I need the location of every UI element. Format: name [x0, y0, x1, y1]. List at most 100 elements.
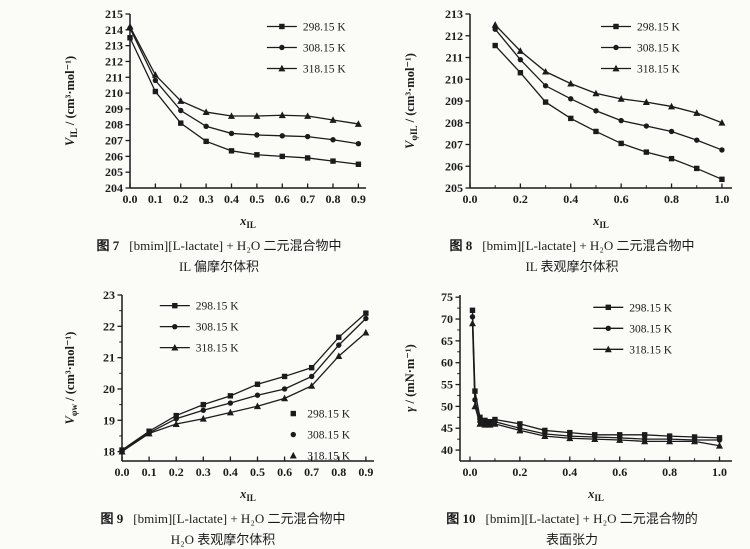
svg-text:215: 215: [105, 7, 123, 21]
svg-text:VIL / (cm³·mol⁻¹): VIL / (cm³·mol⁻¹): [63, 56, 79, 146]
svg-text:xIL: xIL: [239, 487, 256, 503]
figure9-caption: 图 9 [bmim][L-lactate] + H₂O 二元混合物中 H₂O 表观…: [58, 508, 388, 549]
svg-text:40: 40: [441, 443, 453, 457]
svg-text:65: 65: [441, 334, 453, 348]
svg-text:214: 214: [105, 23, 123, 37]
figure9-caption-text: [bmim][L-lactate] + H₂O 二元混合物中: [133, 511, 346, 526]
svg-text:0.0: 0.0: [115, 465, 130, 479]
svg-text:0.4: 0.4: [224, 192, 239, 206]
figure9-caption-label: 图 9: [100, 511, 124, 526]
svg-text:308.15 K: 308.15 K: [307, 430, 351, 442]
svg-text:308.15 K: 308.15 K: [629, 323, 673, 335]
figure10-caption-label: 图 10: [446, 511, 476, 526]
figure7-panel: 204 205 206 207 208 209 210 211 212 213 214 215 0.0 0…: [58, 2, 380, 277]
figure7-caption-label: 图 7: [96, 238, 120, 253]
figure10-caption-line1: 图 10 [bmim][L-lactate] + H₂O 二元混合物的: [398, 508, 746, 529]
svg-text:207: 207: [445, 138, 463, 152]
figure7-caption-line1: 图 7 [bmim][L-lactate] + H₂O 二元混合物中: [58, 235, 380, 256]
svg-text:318.15 K: 318.15 K: [637, 63, 681, 75]
figure8-caption: 图 8 [bmim][L-lactate] + H₂O 二元混合物中 IL 表观摩…: [398, 235, 746, 277]
svg-text:298.15 K: 298.15 K: [196, 301, 240, 313]
svg-text:308.15 K: 308.15 K: [303, 42, 347, 54]
figure8-panel: 205 206 207 208 209 210 211 212 213 0.0 0.2 0.4 0.6 0…: [398, 2, 746, 277]
svg-text:0.5: 0.5: [249, 192, 264, 206]
svg-text:VφIL / (cm³·mol⁻¹): VφIL / (cm³·mol⁻¹): [403, 53, 419, 149]
svg-text:0.6: 0.6: [275, 192, 290, 206]
svg-text:0.4: 0.4: [562, 465, 577, 479]
svg-text:55: 55: [441, 378, 453, 392]
svg-text:0.0: 0.0: [462, 465, 477, 479]
figure7-caption-line2: IL 偏摩尔体积: [178, 259, 260, 274]
svg-text:75: 75: [441, 290, 453, 304]
svg-text:xIL: xIL: [587, 487, 604, 503]
svg-text:205: 205: [445, 181, 463, 195]
svg-text:318.15 K: 318.15 K: [307, 451, 351, 463]
svg-text:0.7: 0.7: [300, 192, 315, 206]
figure8-caption-line2: IL 表观摩尔体积: [525, 259, 619, 274]
svg-text:20: 20: [103, 382, 115, 396]
svg-text:318.15 K: 318.15 K: [196, 343, 240, 355]
svg-text:0.4: 0.4: [563, 192, 578, 206]
svg-text:211: 211: [446, 51, 463, 65]
svg-text:0.3: 0.3: [199, 192, 214, 206]
figure8-caption-text: [bmim][L-lactate] + H₂O 二元混合物中: [482, 238, 695, 253]
svg-text:1.0: 1.0: [712, 465, 727, 479]
svg-text:0.0: 0.0: [123, 192, 138, 206]
figure9-plot: 18 19 20 21 22 23 0.0 0.1 0.2 0.3 0.4 0.5 0.6 0.7 0.8 0…: [63, 288, 374, 503]
svg-text:0.6: 0.6: [614, 192, 629, 206]
svg-text:0.4: 0.4: [223, 465, 238, 479]
svg-text:212: 212: [445, 29, 463, 43]
svg-text:298.15 K: 298.15 K: [637, 21, 681, 33]
svg-text:0.3: 0.3: [196, 465, 211, 479]
svg-text:Vφw / (cm³·mol⁻¹): Vφw / (cm³·mol⁻¹): [63, 332, 79, 425]
figure7-caption-text: [bmim][L-lactate] + H₂O 二元混合物中: [129, 238, 342, 253]
svg-text:0.5: 0.5: [250, 465, 265, 479]
svg-text:208: 208: [105, 118, 123, 132]
svg-text:0.2: 0.2: [169, 465, 184, 479]
svg-text:0.0: 0.0: [463, 192, 478, 206]
figure8-plot: 205 206 207 208 209 210 211 212 213 0.0 0.2 0.4 0.6 0…: [403, 7, 732, 230]
figure10-caption-text: [bmim][L-lactate] + H₂O 二元混合物的: [485, 511, 698, 526]
svg-text:0.1: 0.1: [142, 465, 157, 479]
svg-text:206: 206: [445, 159, 463, 173]
figure7-caption: 图 7 [bmim][L-lactate] + H₂O 二元混合物中 IL 偏摩尔…: [58, 235, 380, 277]
svg-text:γ / (mN·m⁻¹): γ / (mN·m⁻¹): [403, 344, 417, 412]
svg-text:0.1: 0.1: [148, 192, 163, 206]
svg-text:204: 204: [105, 181, 123, 195]
figure10-caption: 图 10 [bmim][L-lactate] + H₂O 二元混合物的 表面张力: [398, 508, 746, 549]
svg-text:207: 207: [105, 134, 123, 148]
svg-text:210: 210: [105, 86, 123, 100]
svg-text:50: 50: [441, 399, 453, 413]
svg-text:0.8: 0.8: [331, 465, 346, 479]
svg-text:0.6: 0.6: [612, 465, 627, 479]
svg-text:213: 213: [105, 39, 123, 53]
svg-text:xIL: xIL: [239, 214, 256, 230]
svg-text:205: 205: [105, 165, 123, 179]
svg-text:206: 206: [105, 149, 123, 163]
svg-text:60: 60: [441, 356, 453, 370]
svg-text:1.0: 1.0: [714, 192, 729, 206]
svg-text:0.9: 0.9: [358, 465, 373, 479]
svg-text:308.15 K: 308.15 K: [637, 42, 681, 54]
figure10-plot: 40 45 50 55 60 65 70 75 0.0 0.2 0.4 0.6 0.8 1.0 298.15…: [403, 290, 732, 503]
figure9-panel: 18 19 20 21 22 23 0.0 0.1 0.2 0.3 0.4 0.5 0.6 0.7 0.8 0…: [58, 283, 388, 549]
svg-text:70: 70: [441, 312, 453, 326]
svg-text:213: 213: [445, 7, 463, 21]
svg-text:0.2: 0.2: [512, 465, 527, 479]
figure10-caption-line2: 表面张力: [545, 532, 598, 547]
svg-text:0.2: 0.2: [173, 192, 188, 206]
svg-text:209: 209: [105, 102, 123, 116]
svg-text:318.15 K: 318.15 K: [629, 344, 673, 356]
svg-text:19: 19: [103, 413, 115, 427]
figure9-caption-line2: H₂O 表观摩尔体积: [170, 532, 276, 547]
figure10-panel: 40 45 50 55 60 65 70 75 0.0 0.2 0.4 0.6 0.8 1.0 298.15…: [398, 283, 746, 549]
svg-text:212: 212: [105, 54, 123, 68]
svg-text:208: 208: [445, 116, 463, 130]
svg-text:308.15 K: 308.15 K: [196, 322, 240, 334]
svg-text:22: 22: [103, 319, 115, 333]
svg-text:209: 209: [445, 94, 463, 108]
svg-text:0.8: 0.8: [326, 192, 341, 206]
svg-text:0.9: 0.9: [351, 192, 366, 206]
